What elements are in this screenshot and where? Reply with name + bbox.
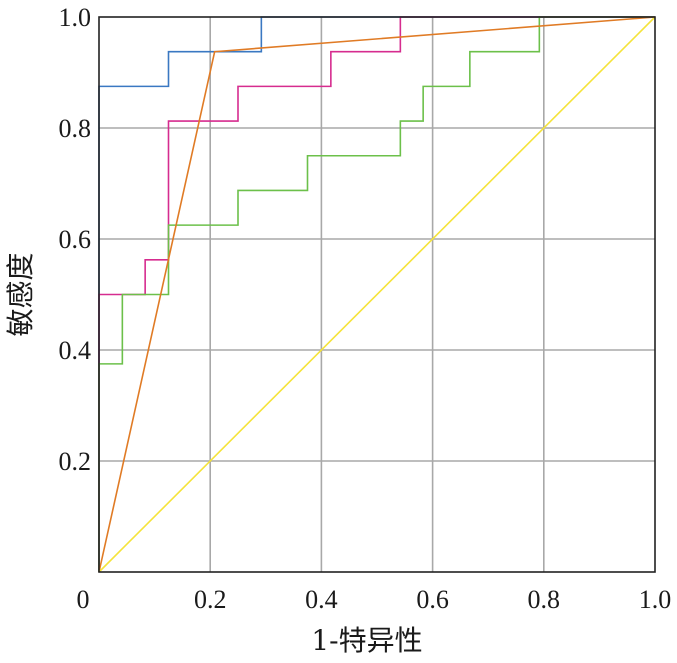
y-tick-label: 0.8	[59, 114, 92, 143]
plot-frame	[98, 16, 656, 573]
y-tick-label: 0.6	[59, 225, 92, 254]
x-axis-title: 1-特异性	[311, 624, 422, 657]
series-line-3	[98, 16, 655, 572]
y-tick-label: 0.2	[59, 447, 92, 476]
x-tick-label: 0.2	[194, 585, 227, 614]
y-tick-labels: 0.2 0.4 0.6 0.8 1.0	[59, 3, 92, 476]
grid-lines	[99, 17, 655, 572]
y-tick-label: 0.4	[59, 336, 92, 365]
y-tick-label: 1.0	[59, 3, 92, 32]
y-axis-title: 敏感度	[4, 252, 37, 336]
series-lines	[98, 16, 656, 573]
series-line-4	[98, 16, 656, 573]
series-line-5	[98, 16, 656, 573]
x-tick-label: 0.8	[528, 585, 561, 614]
x-tick-label: 1.0	[639, 585, 672, 614]
x-tick-label: 0	[77, 585, 90, 614]
x-tick-label: 0.4	[305, 585, 338, 614]
x-tick-label: 0.6	[416, 585, 449, 614]
x-tick-labels: 0 0.2 0.4 0.6 0.8 1.0	[77, 585, 672, 614]
